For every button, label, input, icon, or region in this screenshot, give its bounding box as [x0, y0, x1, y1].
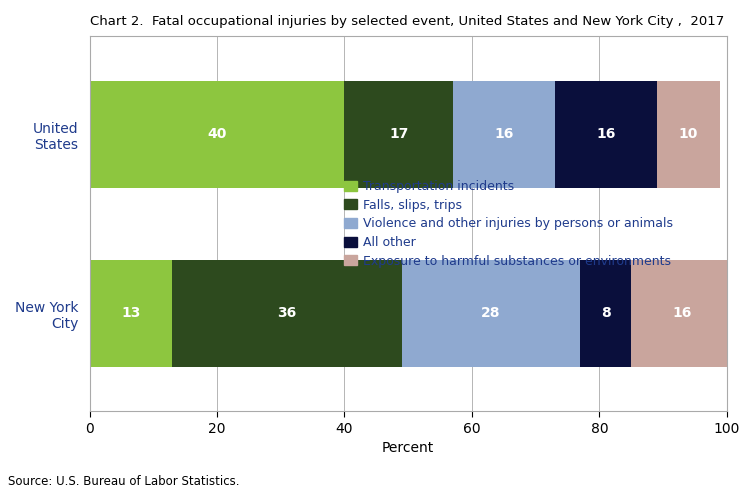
- Bar: [453, 81, 555, 188]
- Text: 16: 16: [673, 306, 692, 320]
- Bar: [657, 81, 720, 188]
- Text: 36: 36: [278, 306, 297, 320]
- Bar: [90, 81, 344, 188]
- Text: Source: U.S. Bureau of Labor Statistics.: Source: U.S. Bureau of Labor Statistics.: [8, 474, 239, 488]
- Text: 8: 8: [601, 306, 611, 320]
- Text: 28: 28: [481, 306, 501, 320]
- Text: 17: 17: [389, 127, 408, 142]
- Bar: [555, 81, 657, 188]
- Text: 10: 10: [679, 127, 698, 142]
- X-axis label: Percent: Percent: [382, 441, 434, 455]
- Bar: [90, 260, 172, 367]
- Bar: [172, 260, 402, 367]
- Legend: Transportation incidents, Falls, slips, trips, Violence and other injuries by pe: Transportation incidents, Falls, slips, …: [338, 174, 680, 274]
- Bar: [631, 260, 733, 367]
- Text: 13: 13: [122, 306, 140, 320]
- Text: 40: 40: [208, 127, 226, 142]
- Text: 16: 16: [494, 127, 513, 142]
- Bar: [344, 81, 453, 188]
- Bar: [581, 260, 631, 367]
- Text: Chart 2.  Fatal occupational injuries by selected event, United States and New Y: Chart 2. Fatal occupational injuries by …: [90, 15, 724, 28]
- Text: 16: 16: [596, 127, 615, 142]
- Bar: [402, 260, 581, 367]
